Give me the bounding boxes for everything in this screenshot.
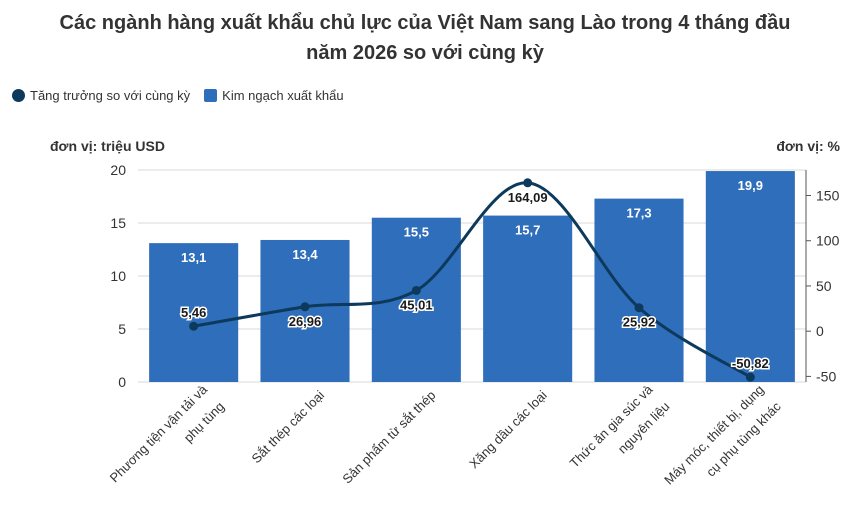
x-category-label: Thức ăn gia súc vànguyên liệu [567,381,673,487]
x-category-label-line: Xăng dầu các loại [466,387,550,471]
y-right-tick-label: 100 [816,233,840,249]
bar-value-label: 17,3 [626,206,651,221]
y-left-tick-label: 5 [118,321,126,337]
bar-value-label: 13,4 [292,247,318,262]
y-right-tick-label: 0 [816,323,824,339]
growth-value-label: -50,82 [732,356,769,371]
chart-title-line-2: năm 2026 so với cùng kỳ [306,42,544,64]
x-category-label: Máy móc, thiết bị, dụngcụ phụ tùng khác [661,382,784,505]
growth-value-label: 5,46 [181,305,206,320]
y-left-tick-label: 15 [110,215,126,231]
y-right-tick-label: 50 [816,278,832,294]
x-category-label: Xăng dầu các loại [466,387,550,471]
bar-value-label: 15,5 [404,225,429,240]
bar [483,215,573,382]
legend-swatch-growth [12,89,25,102]
growth-point [189,321,199,331]
x-category-label-line: Sắt thép các loại [249,387,328,466]
growth-point [523,178,533,188]
legend-swatch-export [204,89,218,102]
growth-point [411,285,421,295]
legend: Tăng trưởng so với cùng kỳ Kim ngạch xuấ… [12,88,358,103]
legend-item-growth[interactable]: Tăng trưởng so với cùng kỳ [12,88,190,103]
growth-value-label: 25,92 [623,315,656,330]
bar-value-label: 15,7 [515,223,540,238]
x-category-label-line: Sản phẩm từ sắt thép [339,388,438,487]
y-left-tick-label: 20 [110,162,126,178]
growth-value-label: 164,09 [508,190,548,205]
chart-title: Các ngành hàng xuất khẩu chủ lực của Việ… [0,8,850,68]
left-axis-unit: đơn vị: triệu USD [50,138,165,154]
y-left-tick-label: 0 [118,374,126,390]
growth-value-label: 26,96 [289,314,322,329]
growth-point [745,372,755,382]
bar [594,198,684,382]
bar [705,171,795,382]
chart-title-line-1: Các ngành hàng xuất khẩu chủ lực của Việ… [59,12,791,34]
legend-item-export[interactable]: Kim ngạch xuất khẩu [204,88,344,103]
growth-point [300,302,310,312]
legend-label-growth: Tăng trưởng so với cùng kỳ [30,88,191,103]
growth-value-label: 45,01 [400,297,433,312]
y-right-tick-label: -50 [816,368,836,384]
y-right-tick-label: 150 [816,188,840,204]
legend-label-export: Kim ngạch xuất khẩu [222,88,344,103]
bar-value-label: 13,1 [181,250,206,265]
growth-point [634,303,644,313]
x-category-label: Sắt thép các loại [249,387,328,466]
x-category-label: Sản phẩm từ sắt thép [339,388,438,487]
right-axis-unit: đơn vị: % [776,138,840,154]
x-category-label: Phương tiện vận tải vàphụ tùng [107,381,228,502]
bar-value-label: 19,9 [738,178,763,193]
y-left-tick-label: 10 [110,268,126,284]
bar [149,243,239,382]
